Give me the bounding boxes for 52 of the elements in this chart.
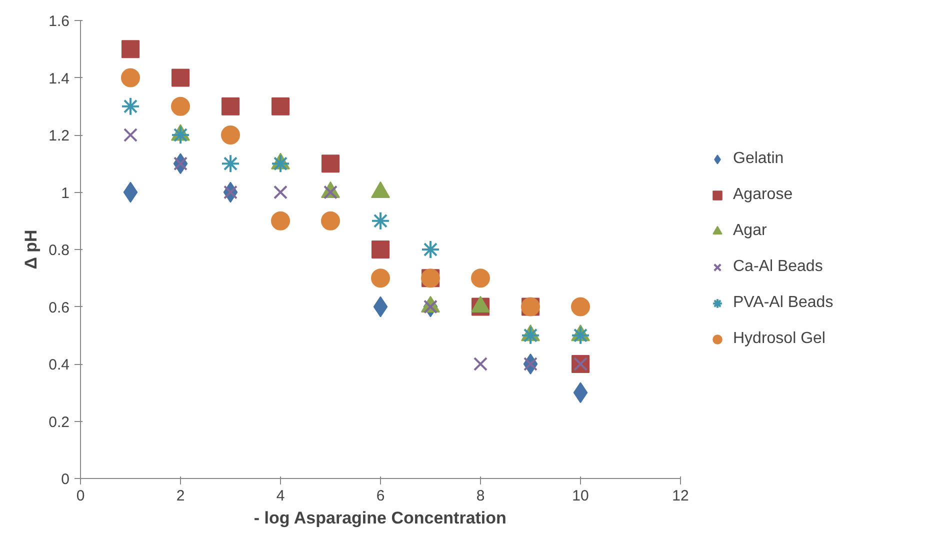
point bbox=[271, 211, 290, 230]
x-axis-title: - log Asparagine Concentration bbox=[254, 508, 506, 528]
point bbox=[172, 68, 190, 87]
point bbox=[421, 240, 440, 259]
point bbox=[271, 154, 290, 174]
x-tick-label: 10 bbox=[572, 488, 589, 504]
legend-label: Agar bbox=[733, 222, 767, 240]
point bbox=[123, 128, 138, 142]
legend-label: Hydrosol Gel bbox=[733, 330, 826, 348]
point bbox=[221, 126, 240, 144]
point bbox=[222, 97, 240, 116]
legend-label: Agarose bbox=[733, 186, 793, 204]
y-tick-label: 0 bbox=[61, 471, 70, 488]
point bbox=[571, 326, 590, 345]
x-tick-label: 4 bbox=[276, 488, 285, 504]
y-tick-label: 1.2 bbox=[48, 128, 70, 144]
x-tick-label: 8 bbox=[476, 488, 485, 504]
point bbox=[121, 96, 140, 116]
y-tick-label: 0.8 bbox=[48, 242, 70, 259]
point bbox=[223, 185, 238, 200]
point bbox=[473, 356, 488, 372]
point bbox=[321, 211, 340, 230]
point bbox=[121, 68, 140, 88]
point bbox=[371, 211, 390, 230]
point bbox=[221, 154, 240, 174]
x-tick-label: 0 bbox=[76, 488, 85, 504]
x-tick-label: 6 bbox=[376, 488, 385, 504]
x-tick-label: 2 bbox=[176, 488, 185, 504]
point bbox=[372, 240, 390, 258]
point bbox=[273, 185, 288, 200]
y-tick-label: 0.2 bbox=[48, 414, 70, 431]
point bbox=[523, 356, 538, 372]
y-tick-label: 1 bbox=[61, 184, 70, 202]
point bbox=[171, 96, 190, 116]
x-tick-label: 12 bbox=[672, 488, 689, 504]
point bbox=[272, 97, 290, 116]
y-tick-label: 0.4 bbox=[48, 356, 70, 374]
y-tick-label: 0.6 bbox=[48, 299, 70, 316]
point bbox=[371, 268, 390, 288]
point bbox=[171, 126, 190, 144]
point bbox=[471, 268, 490, 288]
point bbox=[521, 326, 540, 345]
y-tick-label: 1.4 bbox=[48, 70, 70, 88]
point bbox=[122, 40, 140, 58]
legend-label: Ca-Al Beads bbox=[733, 258, 823, 276]
point bbox=[173, 156, 188, 171]
point bbox=[571, 297, 590, 316]
legend-label: Gelatin bbox=[733, 150, 784, 168]
y-axis-title: Δ pH bbox=[22, 230, 41, 270]
y-tick-label: 1.6 bbox=[48, 13, 70, 30]
point bbox=[322, 154, 340, 173]
legend-label: PVA-Al Beads bbox=[733, 294, 834, 312]
